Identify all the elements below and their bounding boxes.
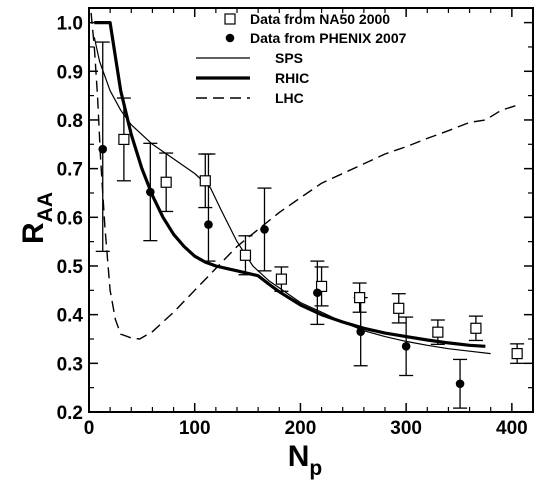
series-lines [90, 12, 518, 355]
data-point-phenix [204, 220, 213, 229]
axis-ticks: 0 100 200 300 400 0.2 0.3 0.4 0.5 0.6 0.7 0.8 0.9 1.0 [57, 8, 533, 439]
x-tick-label: 200 [285, 418, 317, 439]
y-axis-title: RAA [17, 192, 57, 244]
legend-label: Data from PHENIX 2007 [250, 30, 407, 46]
x-tick-label: 0 [84, 418, 95, 439]
legend-entry: RHIC [196, 70, 309, 86]
data-point-phenix [401, 341, 411, 351]
legend-swatch-square [224, 13, 236, 25]
x-axis-title-sub: p [309, 457, 322, 480]
x-tick-label: 400 [496, 418, 528, 439]
x-axis-title: Np [288, 440, 323, 480]
data-point-na50 [511, 347, 523, 360]
data-point-na50 [275, 273, 287, 285]
legend-label: RHIC [275, 70, 309, 86]
series-line-rhic [94, 21, 486, 348]
data-point-na50 [160, 176, 172, 188]
y-tick-label: 0.8 [57, 111, 83, 132]
y-axis-title-sub: AA [34, 192, 57, 222]
series-line-lhc [90, 12, 518, 340]
data-point-phenix [455, 379, 465, 389]
data-point-na50 [393, 302, 405, 314]
x-axis-title-main: N [288, 440, 310, 473]
data-point-phenix [260, 225, 269, 234]
data-point-na50 [199, 175, 211, 187]
y-tick-label: 1.0 [57, 14, 83, 35]
y-tick-label: 0.6 [57, 208, 83, 229]
data-point-na50 [470, 322, 482, 334]
y-tick-label: 0.2 [57, 403, 83, 424]
data-markers [98, 133, 523, 389]
plot-frame [88, 7, 534, 413]
legend-label: LHC [275, 90, 304, 106]
error-bar-phenix [201, 153, 216, 262]
legend: Data from NA50 2000 Data from PHENIX 2007… [196, 11, 407, 106]
data-point-na50 [432, 326, 444, 338]
legend-label: SPS [275, 50, 303, 66]
legend-entry: Data from PHENIX 2007 [225, 30, 407, 46]
data-point-na50 [354, 292, 366, 304]
data-point-phenix [356, 327, 365, 336]
y-axis-title-main: R [17, 222, 50, 244]
y-tick-label: 0.9 [57, 62, 83, 83]
y-tick-label: 0.4 [57, 306, 84, 327]
y-tick-label: 0.3 [57, 354, 83, 375]
data-point-phenix [146, 187, 155, 197]
legend-label: Data from NA50 2000 [250, 11, 390, 27]
y-tick-label: 0.7 [57, 160, 83, 181]
legend-swatch-circle [225, 33, 235, 43]
legend-entry: SPS [196, 50, 303, 66]
data-point-na50 [239, 249, 252, 261]
x-tick-label: 300 [390, 418, 422, 439]
y-tick-label: 0.5 [57, 257, 84, 278]
error-bars [95, 41, 525, 409]
legend-entry: LHC [196, 90, 304, 106]
data-point-phenix [313, 288, 322, 298]
data-point-phenix [98, 144, 108, 154]
data-point-na50 [118, 133, 130, 146]
data-point-na50 [315, 280, 328, 293]
x-tick-label: 100 [179, 418, 211, 439]
legend-entry: Data from NA50 2000 [224, 11, 390, 27]
